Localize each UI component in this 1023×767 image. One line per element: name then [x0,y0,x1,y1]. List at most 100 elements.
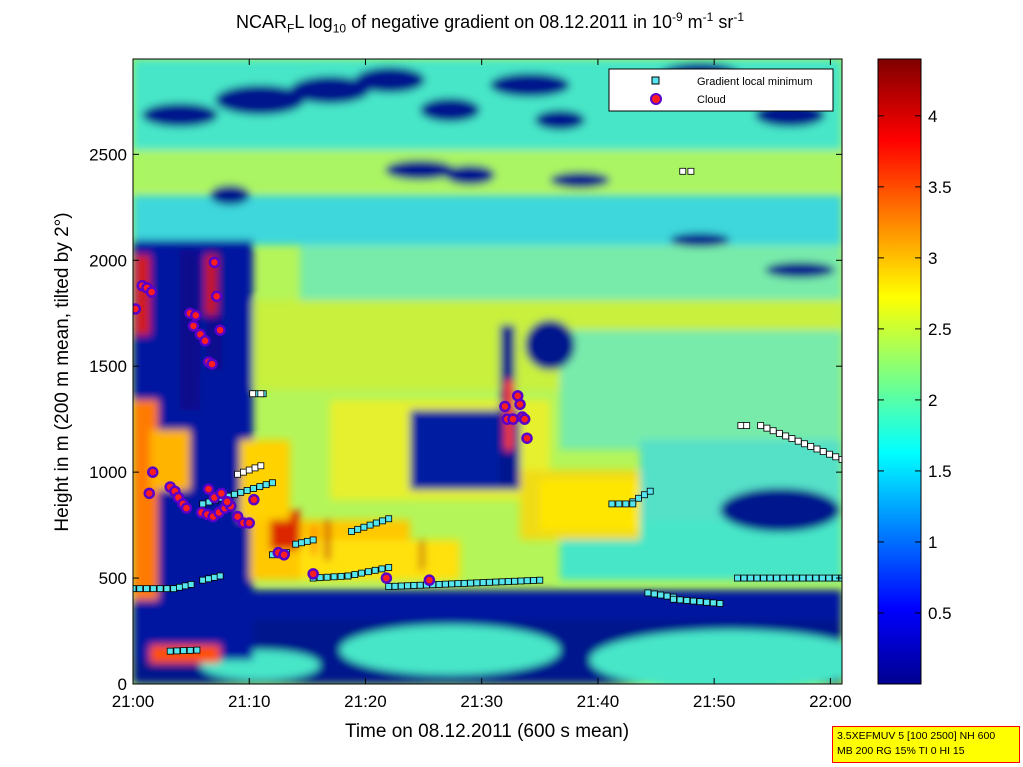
gradient-minimum-point [657,591,665,599]
gradient-minimum-point [378,565,386,573]
legend-label-cloud: Cloud [697,94,726,106]
y-tick-label: 1500 [89,357,127,376]
gradient-minimum-point [670,595,677,603]
gradient-minimum-point [243,487,251,494]
gradient-minimum-point [788,435,796,442]
gradient-minimum-point [416,581,424,589]
gradient-minimum-point [410,582,418,589]
gradient-minimum-point [337,572,345,580]
x-axis-label: Time on 08.12.2011 (600 s mean) [345,721,629,742]
gradient-minimum-point [199,576,207,584]
y-tick-label: 2500 [89,145,127,164]
gradient-minimum-point [807,442,815,450]
cloud-point [190,309,202,322]
cloud-point [507,413,519,425]
gradient-minimum-point [635,494,642,502]
colorbar-tick-label: 3 [928,249,937,268]
cloud-point [243,517,255,529]
gradient-minimum-point [186,646,194,654]
gradient-minimum-point [250,485,257,492]
gradient-minimum-point [181,582,189,590]
gradient-minimum-point [676,596,684,604]
cloud-point [514,398,526,411]
gradient-minimum-point [826,450,833,458]
gradient-minimum-markers [133,167,842,655]
gradient-minimum-point [766,574,774,582]
legend-circle-marker [650,93,662,105]
gradient-minimum-point [149,585,157,593]
x-axis: 21:00 21:10 21:20 21:30 21:40 21:50 22:00 [112,59,852,711]
gradient-minimum-point [776,429,783,437]
gradient-minimum-point [441,580,449,588]
cloud-point [208,256,221,269]
gradient-minimum-point [812,574,820,582]
gradient-minimum-point [486,578,493,586]
gradient-minimum-point [760,574,767,582]
colorbar-tick-label: 2.5 [928,320,952,339]
gradient-minimum-point [231,490,238,498]
gradient-minimum-point [358,569,365,577]
gradient-minimum-point [354,525,362,533]
cloud-point [206,358,218,370]
gradient-minimum-point [404,582,411,590]
cloud-point [521,432,533,444]
gradient-minimum-point [379,517,386,525]
gradient-minimum-point [773,574,781,582]
gradient-minimum-point [813,445,821,453]
gradient-minimum-point [170,585,178,593]
cloud-point [248,493,260,506]
infobox-line-1: 3.5XEFMUV 5 [100 2500] NH 600 [837,730,996,742]
gradient-minimum-point [292,540,300,548]
gradient-minimum-point [801,440,808,448]
gradient-minimum-point [210,573,218,581]
gradient-minimum-point [838,456,842,463]
gradient-minimum-point [256,483,264,490]
gradient-minimum-point [360,523,368,531]
gradient-minimum-point [257,462,265,470]
colorbar-tick-label: 3.5 [928,178,952,197]
gradient-minimum-point [498,578,506,586]
gradient-minimum-point [504,578,512,585]
cloud-markers [133,256,533,586]
gradient-minimum-point [737,422,745,429]
gradient-minimum-point [351,571,359,578]
chart-title: NCARFL log10 of negative gradient on 08.… [235,10,745,36]
gradient-minimum-point [799,574,807,582]
gradient-minimum-point [757,422,765,429]
gradient-minimum-point [747,574,754,582]
gradient-minimum-point [779,574,787,582]
parameter-infobox: 3.5XEFMUV 5 [100 2500] NH 600 MB 200 RG … [832,726,1020,763]
gradient-minimum-point [819,448,827,456]
gradient-minimum-point [176,583,183,591]
gradient-minimum-point [492,578,500,586]
gradient-minimum-point [794,437,802,445]
colorbar-tick-label: 2 [928,391,937,410]
gradient-minimum-point [479,579,487,586]
gradient-minimum-point [136,585,144,593]
gradient-minimum-point [615,500,623,508]
gradient-minimum-point [269,479,276,487]
gradient-minimum-point [683,597,691,604]
x-tick-label: 21:40 [577,692,620,711]
gradient-minimum-point [733,574,741,582]
cloud-point [380,572,393,584]
x-tick-label: 21:50 [693,692,736,711]
gradient-minimum-point [511,577,519,585]
gradient-minimum-point [641,491,648,499]
gradient-minimum-point [205,575,212,583]
gradient-minimum-point [364,568,372,576]
gradient-minimum-point [187,581,195,588]
gradient-minimum-point [818,574,826,582]
gradient-minimum-point [240,468,247,476]
cloud-point [133,303,142,315]
cloud-point [147,466,159,478]
gradient-minimum-point [385,515,393,523]
x-tick-label: 21:10 [228,692,271,711]
gradient-minimum-point [530,577,537,584]
gradient-minimum-point [679,167,687,175]
colorbar-tick-label: 1 [928,533,937,552]
gradient-minimum-point [262,481,270,489]
gradient-minimum-point [133,585,137,593]
gradient-minimum-point [303,537,311,545]
gradient-minimum-point [629,500,637,508]
